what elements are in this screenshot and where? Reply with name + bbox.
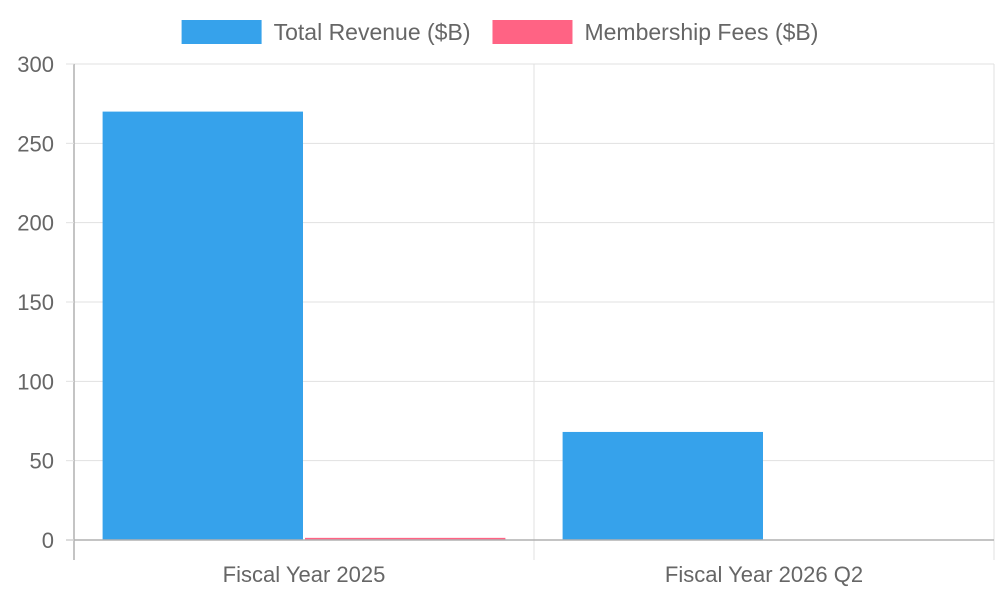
bar-membership-fees-0 xyxy=(305,537,506,540)
bar-total-revenue-0 xyxy=(102,111,303,540)
x-axis-ticks: Fiscal Year 2025 Fiscal Year 2026 Q2 xyxy=(223,562,863,587)
legend-swatch xyxy=(181,20,262,44)
bars xyxy=(102,111,763,540)
x-tick-label: Fiscal Year 2025 xyxy=(223,562,386,587)
y-tick-label: 100 xyxy=(17,369,54,394)
bar-total-revenue-1 xyxy=(562,431,763,540)
x-tick-label: Fiscal Year 2026 Q2 xyxy=(665,562,863,587)
y-tick-label: 0 xyxy=(42,528,54,553)
legend-swatch xyxy=(492,20,573,44)
y-tick-label: 300 xyxy=(17,52,54,77)
y-tick-label: 150 xyxy=(17,290,54,315)
y-tick-label: 50 xyxy=(30,449,54,474)
legend-item-total-revenue[interactable]: Total Revenue ($B) xyxy=(181,19,471,45)
y-tick-label: 200 xyxy=(17,211,54,236)
legend-label: Total Revenue ($B) xyxy=(274,19,471,45)
axes xyxy=(66,64,994,560)
legend-item-membership-fees[interactable]: Membership Fees ($B) xyxy=(492,19,818,45)
y-axis-ticks: 0 50 100 150 200 250 300 xyxy=(17,52,74,553)
legend: Total Revenue ($B) Membership Fees ($B) xyxy=(181,19,818,45)
legend-label: Membership Fees ($B) xyxy=(584,19,818,45)
y-tick-label: 250 xyxy=(17,131,54,156)
